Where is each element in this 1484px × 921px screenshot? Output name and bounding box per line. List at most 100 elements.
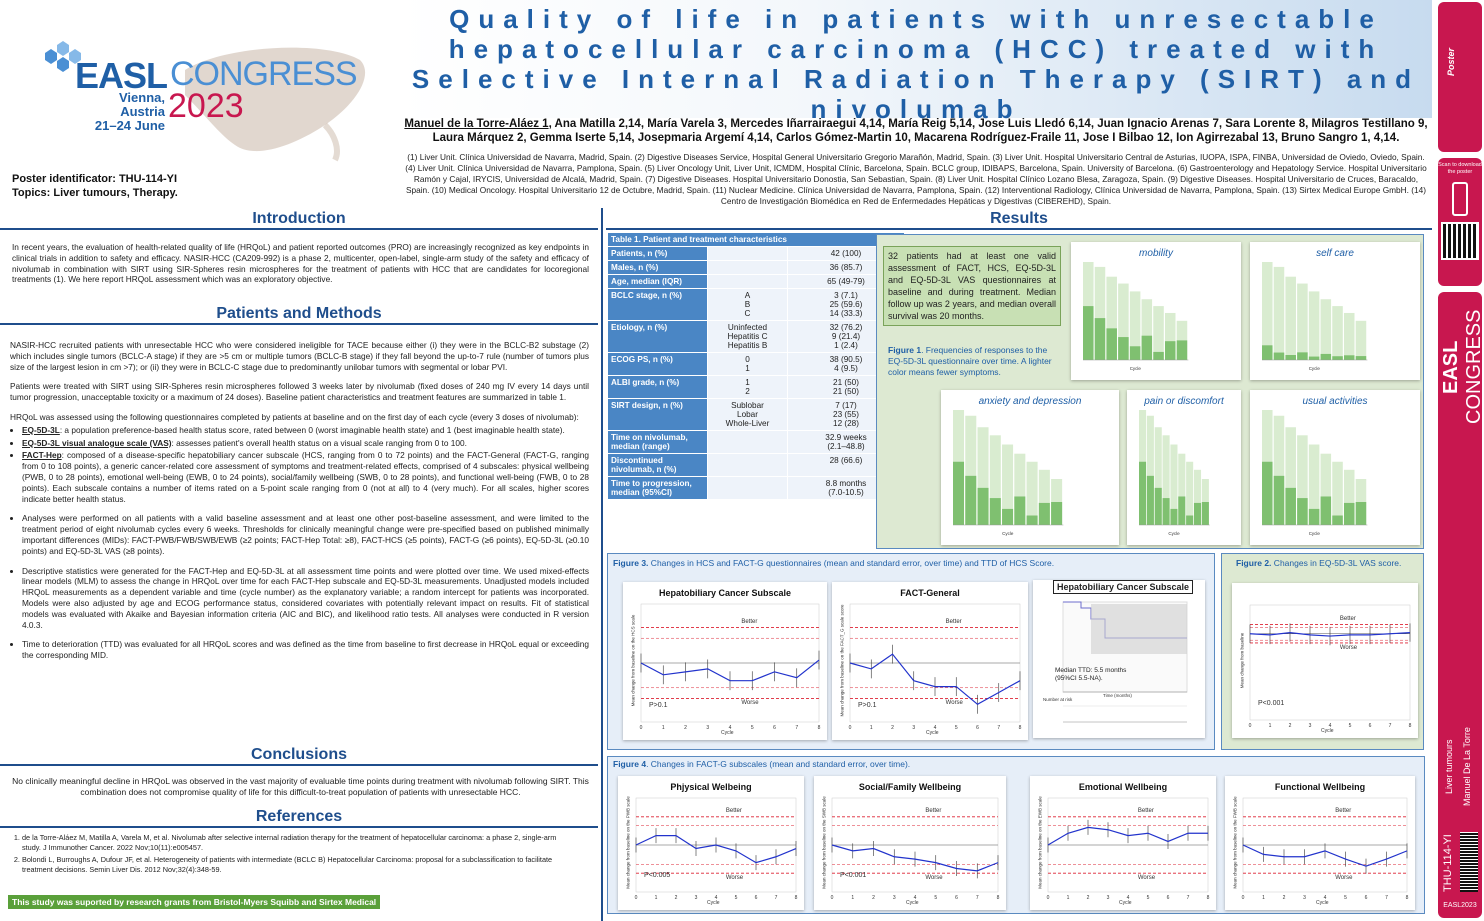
eq5d-bar-segment: [1308, 356, 1320, 360]
eq5d-bar-segment: [1002, 508, 1014, 525]
eq5d-bar-segment: [1014, 496, 1026, 525]
x-tick-label: 6: [1365, 895, 1368, 901]
eq5d-bars: [953, 410, 1064, 526]
better-label: Better: [945, 618, 962, 625]
p-value-annotation: P<0.001: [1258, 700, 1285, 707]
barcode-icon: [1460, 832, 1478, 892]
line-chart-svg: 0 1 2 3 4 5 6 7 8: [635, 797, 798, 901]
line-chart-svg: 0 1 2 3 4 5 6 7 8: [849, 603, 1022, 731]
table-row: SIRT design, n (%) Sublobar Lobar Whole-L…: [607, 398, 905, 431]
bullet-statistics: Descriptive statistics were generated fo…: [22, 566, 589, 631]
table-row: Time to progression, median (95%CI) 8.8 m…: [607, 476, 905, 500]
eq5d-bar: [1297, 435, 1308, 525]
x-tick-label: 6: [1369, 723, 1372, 729]
eq5d-bar-chart: usual activities Cycle: [1250, 390, 1420, 545]
x-axis-label: Cycle: [1321, 728, 1334, 734]
eq5d-xlabel: Cycle: [1308, 531, 1320, 536]
worse-label: Worse: [925, 875, 943, 882]
line-chart: FACT-General 0 1 2 3 4 5 6 7 8 Better Worse Cycle P>0…: [832, 582, 1028, 740]
line-chart: Emotional Wellbeing 0 1 2 3 4 5 6 7 8 Better Worse C…: [1030, 776, 1216, 910]
x-tick-label: 6: [976, 725, 979, 731]
logo-city: Vienna, Austria: [118, 90, 165, 119]
easl-logo: EASL CONGRESS Vienna, Austria 21–24 June…: [35, 35, 385, 165]
eq5d-bar: [1094, 266, 1106, 360]
eq5d-bar: [965, 415, 977, 525]
better-label: Better: [1335, 807, 1352, 814]
y-axis-label: Mean change from baseline on the PWB sca…: [625, 796, 631, 889]
eq5d-panel-title: self care: [1316, 248, 1354, 259]
worse-label: Worse: [725, 875, 744, 882]
eq5d-bar: [1343, 469, 1355, 525]
table-cell-h: BCLC stage, n (%): [607, 288, 708, 321]
eq5d-bar-segment: [1355, 356, 1367, 360]
line-chart: Hepatobiliary Cancer Subscale 0 1 2 3 4 5 6 7 8 Be…: [623, 582, 827, 740]
bullet-eq5d: EQ-5D-3L: a population preference-based …: [22, 425, 589, 436]
topics: Topics: Liver tumours, Therapy.: [12, 187, 178, 199]
x-tick-label: 5: [735, 895, 738, 901]
x-tick-label: 5: [934, 895, 937, 901]
worse-label: Worse: [1339, 644, 1358, 651]
results-summary-box: 32 patients had at least one valid asses…: [883, 246, 1061, 326]
qr-code-icon[interactable]: [1441, 222, 1479, 260]
eq5d-bars: [1083, 262, 1189, 361]
logo-congress: CONGRESS: [170, 55, 358, 93]
table-row: Etiology, n (%) Uninfected Hepatitis C He…: [607, 320, 905, 353]
series-line: [831, 844, 999, 872]
better-label: Better: [741, 618, 758, 625]
table-cell-h: Age, median (IQR): [607, 274, 708, 289]
km-ttd-plot: Hepatobiliary Cancer Subscale Median TTD…: [1033, 580, 1205, 738]
eq5d-xlabel: Cycle: [1002, 531, 1014, 536]
table-row: Age, median (IQR) 65 (49-79): [607, 274, 905, 289]
x-tick-label: 6: [773, 725, 776, 731]
eq5d-bar: [1141, 299, 1153, 360]
x-tick-label: 6: [955, 895, 958, 901]
x-tick-label: 2: [1087, 895, 1090, 901]
x-tick-label: 8: [818, 725, 821, 731]
y-axis-label: Mean change from baseline on the EWB sca…: [1037, 796, 1043, 889]
eq5d-bar: [1320, 299, 1332, 360]
x-tick-label: 6: [755, 895, 758, 901]
x-tick-label: 0: [831, 895, 834, 901]
better-label: Better: [925, 807, 942, 814]
table-cell-m: [707, 430, 788, 454]
eq5d-bar-chart: self care Cycle: [1250, 242, 1420, 380]
x-tick-label: 1: [851, 895, 854, 901]
eq5d-bar: [1193, 469, 1202, 525]
table-row: Patients, n (%) 42 (100): [607, 246, 905, 261]
km-ci: (95%CI 5.5-NA).: [1055, 675, 1103, 682]
eq5d-panel-title: mobility: [1139, 248, 1173, 259]
eq5d-bar: [1273, 415, 1285, 525]
x-tick-label: 0: [1249, 723, 1252, 729]
x-tick-label: 7: [775, 895, 778, 901]
logo-dates: 21–24 June: [94, 118, 165, 133]
co-authors: , Ana Matilla 2,14, María Varela 3, Merc…: [432, 118, 1428, 144]
eq5d-bar: [1129, 291, 1141, 360]
x-tick-label: 3: [1107, 895, 1110, 901]
eq5d-bar: [1164, 312, 1176, 360]
chart-title: Phjysical Welbeing: [670, 782, 752, 792]
x-tick-label: 7: [795, 725, 798, 731]
x-axis-label: Cycle: [721, 730, 734, 736]
line-chart-svg: 0 1 2 3 4 5 6 7 8: [831, 797, 1000, 901]
section-methods: Patients and Methods: [0, 305, 598, 323]
eq5d-bar: [1170, 444, 1178, 525]
y-axis-label: Mean change from baseline on the FWB sca…: [1232, 796, 1238, 889]
table-cell-m: [707, 246, 788, 261]
logo-graphic: [45, 41, 366, 162]
eq5d-bar: [1176, 320, 1188, 360]
worse-label: Worse: [1335, 875, 1353, 882]
km-median: Median TTD: 5.5 months: [1055, 667, 1127, 674]
eq5d-bar-chart: pain or discomfort Cycle: [1127, 390, 1241, 545]
eq5d-bar-segment: [1129, 346, 1141, 360]
x-tick-label: 2: [891, 725, 894, 731]
divider-left: [0, 228, 598, 230]
y-axis-label: Mean change from baseline on the FACT_G …: [839, 604, 845, 717]
eq5d-bar-segment: [1164, 341, 1176, 360]
reference-1: de la Torre-Aláez M, Matilla A, Varela M…: [22, 833, 562, 852]
introduction-text: In recent years, the evaluation of healt…: [12, 242, 589, 285]
x-tick-label: 5: [1344, 895, 1347, 901]
authors: Manuel de la Torre-Aláez 1, Ana Matilla …: [400, 117, 1432, 145]
x-tick-label: 2: [1289, 723, 1292, 729]
affiliations: (1) Liver Unit. Clínica Universidad de N…: [405, 152, 1427, 206]
